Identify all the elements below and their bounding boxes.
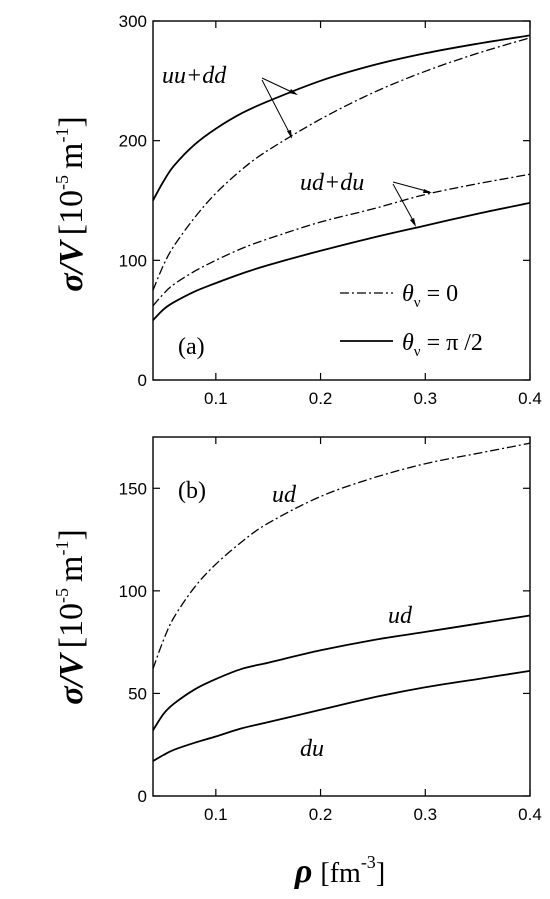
annotation-ud-dashdot: ud bbox=[272, 482, 297, 508]
arrowhead-ud-du-dashdot bbox=[423, 189, 432, 193]
panel-label-a: (a) bbox=[178, 334, 205, 360]
panel-b: 0.1 0.2 0.3 0.4 0 50 100 150 (b) ud ud du σ/V[1… bbox=[52, 436, 542, 890]
y-tick-label: 150 bbox=[119, 479, 147, 498]
arrowhead-uu-dd-dashdot bbox=[287, 130, 292, 139]
curves-b bbox=[152, 442, 531, 762]
series-a-3-ud-du-solid bbox=[152, 202, 531, 321]
series-b-0-ud-dash-dot bbox=[152, 442, 531, 670]
y-tick-label: 0 bbox=[138, 371, 147, 390]
plot-frame-b bbox=[152, 436, 531, 797]
series-a-2-ud-du-dash-dot bbox=[152, 173, 531, 307]
arrow-uu-dd-dashdot bbox=[261, 79, 292, 137]
ticks-b: 0.1 0.2 0.3 0.4 0 50 100 150 bbox=[119, 437, 542, 824]
arrow-ud-du-solid bbox=[392, 183, 416, 225]
panel-label-b: (b) bbox=[178, 478, 206, 504]
y-tick-label: 0 bbox=[138, 787, 147, 806]
y-axis-title-a: σ/V[10-5m-1] bbox=[52, 116, 90, 292]
series-b-1-ud-solid bbox=[152, 614, 531, 731]
y-tick-label: 300 bbox=[119, 12, 147, 31]
legend-entry-theta-0: θν = 0 bbox=[402, 281, 458, 311]
y-tick-label: 50 bbox=[128, 684, 147, 703]
x-tick-label: 0.2 bbox=[309, 389, 333, 408]
panel-a: 0.1 0.2 0.3 0.4 0 100 200 300 (a) uu+dd ud+du θ… bbox=[52, 12, 542, 408]
legend-entry-theta-pi-2: θν = π /2 bbox=[402, 330, 483, 360]
curves-a bbox=[152, 34, 531, 321]
x-tick-label: 0.3 bbox=[413, 805, 437, 824]
annotation-ud-solid: ud bbox=[388, 603, 413, 629]
arrowhead-ud-du-solid bbox=[410, 218, 416, 227]
x-tick-label: 0.3 bbox=[413, 389, 437, 408]
x-tick-label: 0.2 bbox=[309, 805, 333, 824]
ticks-a: 0.1 0.2 0.3 0.4 0 100 200 300 bbox=[119, 12, 542, 408]
y-axis-title-b: σ/V[10-5m-1] bbox=[52, 529, 90, 705]
y-tick-label: 200 bbox=[119, 132, 147, 151]
legend: θν = 0 θν = π /2 bbox=[340, 281, 483, 360]
x-tick-label: 0.1 bbox=[204, 805, 228, 824]
series-b-2-du-solid bbox=[152, 670, 531, 762]
annotation-uu-dd: uu+dd bbox=[162, 63, 227, 89]
x-tick-label: 0.4 bbox=[518, 389, 542, 408]
y-tick-label: 100 bbox=[119, 582, 147, 601]
x-tick-label: 0.4 bbox=[518, 805, 542, 824]
annotation-ud-du: ud+du bbox=[300, 170, 364, 196]
series-a-1-uu-dd-dash-dot bbox=[152, 37, 531, 291]
x-axis-title: ρ [fm-3] bbox=[294, 852, 385, 890]
series-a-0-uu-dd-solid bbox=[152, 34, 531, 201]
x-tick-label: 0.1 bbox=[204, 389, 228, 408]
arrowhead-uu-dd-solid bbox=[289, 89, 298, 95]
annotation-du-solid: du bbox=[300, 736, 324, 762]
y-tick-label: 100 bbox=[119, 251, 147, 270]
